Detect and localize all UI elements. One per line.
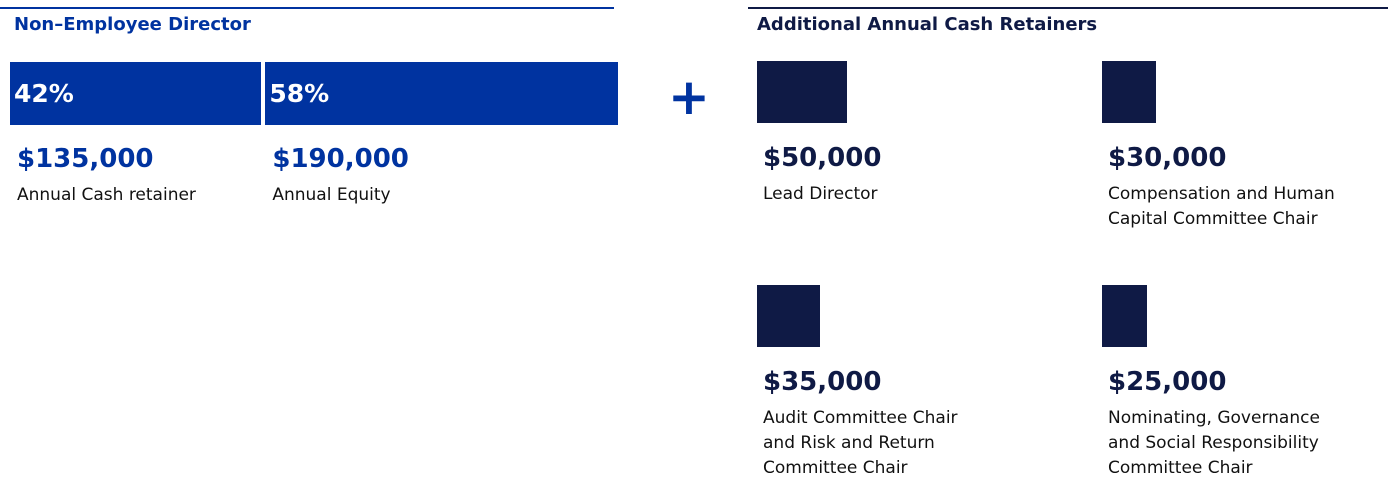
rule bbox=[748, 7, 1388, 9]
amount: $190,000 bbox=[272, 144, 409, 174]
retainer-desc: Audit Committee Chair bbox=[763, 408, 958, 428]
percent-label: 58% bbox=[269, 79, 330, 108]
retainer-desc: Committee Chair bbox=[763, 458, 908, 477]
retainer-square bbox=[1102, 61, 1156, 123]
retainer-square bbox=[757, 285, 820, 347]
bar-segment bbox=[265, 62, 618, 125]
percent-label: 42% bbox=[14, 79, 74, 108]
amount-desc: Annual Cash retainer bbox=[17, 185, 196, 205]
amount: $25,000 bbox=[1108, 367, 1227, 397]
retainer-desc: and Social Responsibility bbox=[1108, 433, 1319, 453]
retainer-desc: Capital Committee Chair bbox=[1108, 209, 1318, 229]
amount: $30,000 bbox=[1108, 143, 1227, 173]
amount-desc: Annual Equity bbox=[272, 185, 391, 205]
retainer-desc: Nominating, Governance bbox=[1108, 408, 1320, 428]
retainer-desc: Committee Chair bbox=[1108, 458, 1253, 477]
rule bbox=[0, 7, 614, 9]
retainer-desc: Lead Director bbox=[763, 184, 878, 204]
retainer-desc: Compensation and Human bbox=[1108, 184, 1335, 204]
bar-segment bbox=[10, 62, 262, 125]
heading: Additional Annual Cash Retainers bbox=[757, 14, 1098, 35]
retainer-desc: and Risk and Return bbox=[763, 433, 935, 453]
heading: Non–Employee Director bbox=[14, 14, 251, 35]
amount: $35,000 bbox=[763, 367, 882, 397]
plus: + bbox=[668, 68, 710, 126]
retainer-square bbox=[757, 61, 847, 123]
amount: $50,000 bbox=[763, 143, 882, 173]
amount: $135,000 bbox=[17, 144, 154, 174]
retainer-square bbox=[1102, 285, 1147, 347]
